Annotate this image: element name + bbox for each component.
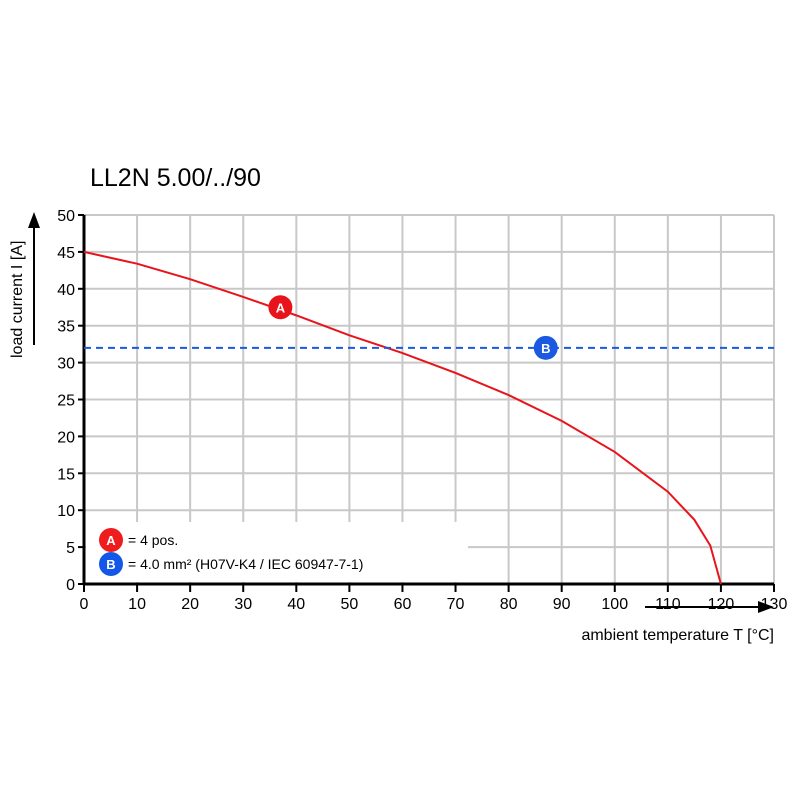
legend-text-B: = 4.0 mm² (H07V-K4 / IEC 60947-7-1)	[128, 556, 363, 572]
legend-B-marker-label: B	[106, 557, 115, 572]
y-tick-label: 20	[57, 429, 75, 446]
y-tick-label: 25	[57, 393, 75, 410]
y-axis-label: load current I [A]	[9, 241, 26, 358]
legend-text-A: = 4 pos.	[128, 532, 178, 548]
y-tick-label: 5	[66, 540, 75, 557]
x-tick-label: 20	[181, 596, 199, 613]
x-tick-label: 30	[234, 596, 252, 613]
y-tick-label: 30	[57, 356, 75, 373]
x-tick-label: 110	[655, 596, 681, 613]
series-A-marker-label: A	[276, 300, 286, 315]
legend-B-marker	[99, 552, 123, 576]
series-A	[83, 250, 722, 585]
legend-A-marker	[99, 528, 123, 552]
x-tick-label: 60	[394, 596, 412, 613]
y-tick-label: 50	[57, 208, 75, 225]
series-B-marker-label: B	[541, 341, 550, 356]
x-tick-label: 40	[287, 596, 305, 613]
series-A-marker	[268, 295, 293, 320]
x-tick-label: 50	[340, 596, 358, 613]
y-tick-label: 10	[57, 503, 75, 520]
x-tick-label: 70	[447, 596, 465, 613]
x-tick-label: 10	[128, 596, 146, 613]
y-arrow-head	[28, 212, 40, 228]
legend-A-marker-label: A	[106, 533, 116, 548]
x-tick-label: 90	[553, 596, 571, 613]
y-tick-label: 45	[57, 245, 75, 262]
x-axis-label: ambient temperature T [°C]	[581, 627, 774, 644]
x-tick-label: 100	[601, 596, 628, 613]
y-tick-label: 0	[66, 577, 75, 594]
chart-title: LL2N 5.00/../90	[90, 164, 261, 192]
x-tick-label: 80	[500, 596, 518, 613]
y-tick-label: 15	[57, 466, 75, 483]
x-tick-label: 0	[80, 596, 89, 613]
x-arrow-head	[758, 601, 774, 613]
series-B-marker	[533, 335, 558, 360]
legend-background	[86, 522, 468, 582]
y-tick-label: 35	[57, 319, 75, 336]
y-tick-label: 40	[57, 282, 75, 299]
x-tick-label: 120	[708, 596, 735, 613]
